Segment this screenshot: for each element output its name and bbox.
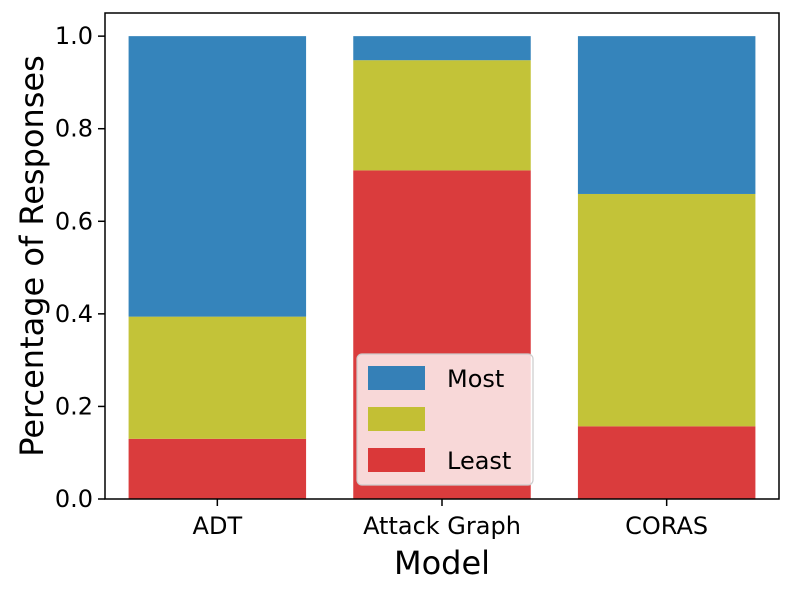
y-tick-label: 0.2: [55, 392, 93, 420]
bar-segment-most-adt: [128, 36, 307, 317]
legend-swatch-least: [368, 448, 425, 472]
legend-swatch-middle: [368, 407, 425, 431]
bar-segment-least-coras: [577, 426, 756, 499]
x-tick-label: CORAS: [625, 512, 708, 540]
legend-swatch-most: [368, 366, 425, 390]
legend-label-least: Least: [447, 447, 511, 475]
legend: Most Least: [356, 353, 534, 486]
y-tick-label: 0.0: [55, 485, 93, 513]
bar-segment-most-attack-graph: [353, 36, 531, 61]
y-tick-label: 0.6: [55, 207, 93, 235]
bar-segment-middle-attack-graph: [353, 60, 531, 171]
y-tick-label: 1.0: [55, 22, 93, 50]
legend-label-most: Most: [447, 365, 504, 393]
x-axis: ADT Attack Graph CORAS: [193, 499, 708, 540]
bar-segment-middle-adt: [128, 316, 307, 439]
bar-segment-least-adt: [128, 438, 307, 499]
y-tick-label: 0.4: [55, 300, 93, 328]
x-axis-title: Model: [394, 544, 490, 582]
bar-segment-middle-coras: [577, 193, 756, 427]
x-tick-label: ADT: [193, 512, 243, 540]
bar-segment-most-coras: [577, 36, 756, 194]
y-axis-title: Percentage of Responses: [13, 55, 51, 457]
y-tick-label: 0.8: [55, 115, 93, 143]
bars-group: [128, 36, 756, 499]
x-tick-label: Attack Graph: [363, 512, 521, 540]
y-axis: 0.0 0.2 0.4 0.6 0.8 1.0: [55, 22, 105, 513]
